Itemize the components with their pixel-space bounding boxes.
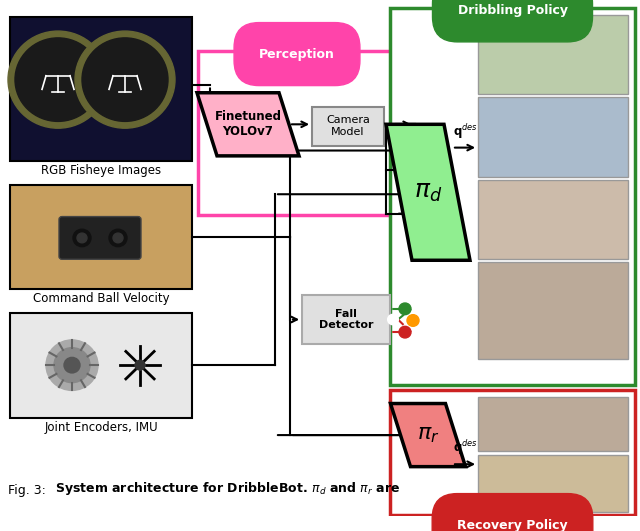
Circle shape — [15, 38, 101, 122]
FancyBboxPatch shape — [10, 184, 192, 289]
FancyBboxPatch shape — [478, 179, 628, 259]
FancyBboxPatch shape — [198, 52, 396, 215]
FancyBboxPatch shape — [478, 397, 628, 451]
FancyBboxPatch shape — [390, 390, 635, 515]
Circle shape — [407, 315, 419, 327]
FancyBboxPatch shape — [10, 313, 192, 417]
Text: $\pi_r$: $\pi_r$ — [417, 425, 439, 445]
Text: Finetuned
YOLOv7: Finetuned YOLOv7 — [214, 110, 282, 138]
Text: Fig. 3:: Fig. 3: — [8, 484, 46, 497]
Text: Perception: Perception — [259, 48, 335, 61]
Text: System architecture for DribbleBot. $\pi_d$ and $\pi_r$ are: System architecture for DribbleBot. $\pi… — [55, 480, 400, 497]
Circle shape — [75, 31, 175, 128]
FancyBboxPatch shape — [59, 217, 141, 259]
Circle shape — [109, 229, 127, 247]
Text: Dribbling Policy: Dribbling Policy — [458, 4, 568, 17]
FancyBboxPatch shape — [302, 295, 390, 344]
Circle shape — [399, 327, 411, 338]
Polygon shape — [197, 93, 299, 156]
Circle shape — [82, 38, 168, 122]
FancyBboxPatch shape — [390, 8, 635, 384]
FancyBboxPatch shape — [478, 262, 628, 359]
Polygon shape — [386, 124, 470, 260]
Circle shape — [113, 233, 123, 243]
Circle shape — [64, 357, 80, 373]
FancyBboxPatch shape — [10, 18, 192, 161]
FancyBboxPatch shape — [478, 97, 628, 177]
Circle shape — [388, 315, 398, 324]
Text: $\mathbf{q}^{des}$: $\mathbf{q}^{des}$ — [453, 122, 478, 141]
Text: $\pi_d$: $\pi_d$ — [414, 181, 442, 204]
Text: Command Ball Velocity: Command Ball Velocity — [33, 293, 170, 305]
FancyBboxPatch shape — [478, 14, 628, 94]
Text: RGB Fisheye Images: RGB Fisheye Images — [41, 164, 161, 177]
Circle shape — [46, 340, 98, 390]
FancyBboxPatch shape — [478, 456, 628, 512]
Text: Joint Encoders, IMU: Joint Encoders, IMU — [44, 421, 158, 433]
Polygon shape — [390, 404, 465, 467]
Circle shape — [73, 229, 91, 247]
Text: $\mathbf{q}^{des}$: $\mathbf{q}^{des}$ — [453, 439, 478, 457]
Text: Recovery Policy: Recovery Policy — [457, 519, 568, 531]
Circle shape — [8, 31, 108, 128]
Text: Camera
Model: Camera Model — [326, 115, 370, 137]
Circle shape — [54, 348, 90, 383]
Text: Fall
Detector: Fall Detector — [319, 309, 373, 330]
Circle shape — [399, 303, 411, 315]
Circle shape — [135, 361, 145, 370]
FancyBboxPatch shape — [312, 107, 384, 145]
Circle shape — [77, 233, 87, 243]
